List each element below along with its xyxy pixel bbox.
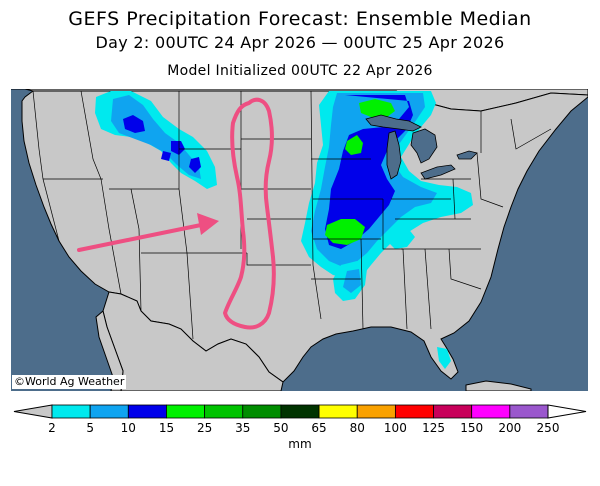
colorbar-bin (127, 404, 167, 419)
lake-huron (410, 128, 438, 164)
colorbar-bin (509, 404, 549, 419)
colorbar-tick-label: 50 (273, 421, 288, 435)
colorbar-above-triangle (547, 404, 587, 419)
colorbar-tick-label: 10 (121, 421, 136, 435)
baja-peninsula (95, 310, 124, 391)
colorbar-bin (204, 404, 244, 419)
colorbar-tick-label: 125 (422, 421, 445, 435)
colorbar-tick-label: 80 (350, 421, 365, 435)
colorbar-bin (318, 404, 358, 419)
state-borders (32, 90, 552, 340)
credit-label: ©World Ag Weather (12, 375, 127, 389)
colorbar-bin (89, 404, 129, 419)
arrow-annotation (77, 223, 203, 252)
cuba-land (465, 380, 532, 391)
colorbar-bin (433, 404, 473, 419)
colorbar-tick-label: 5 (86, 421, 94, 435)
model-init: Model Initialized 00UTC 22 Apr 2026 (167, 63, 433, 79)
precip-field (95, 91, 473, 369)
colorbar-bin (51, 404, 91, 419)
dry-corridor-outline (223, 97, 276, 330)
lake-ontario (456, 150, 478, 160)
colorbar-below-triangle (13, 404, 53, 419)
colorbar-tick-label: 250 (537, 421, 560, 435)
colorbar-tick-label: 200 (498, 421, 521, 435)
lake-michigan (386, 130, 402, 180)
colorbar-bin (394, 404, 434, 419)
colorbar-unit: mm (288, 437, 312, 451)
colorbar-tick-label: 25 (197, 421, 212, 435)
colorbar-tick-label: 100 (384, 421, 407, 435)
arrow-head (197, 213, 219, 235)
valid-period: Day 2: 00UTC 24 Apr 2026 — 00UTC 25 Apr … (95, 33, 505, 52)
colorbar-tick-label: 65 (311, 421, 326, 435)
map-title: GEFS Precipitation Forecast: Ensemble Me… (68, 8, 532, 30)
colorbar-tick-label: 15 (159, 421, 174, 435)
colorbar-tick-label: 150 (460, 421, 483, 435)
colorbar-bin (471, 404, 511, 419)
colorbar-tick-label: 2 (48, 421, 56, 435)
colorbar-bin (280, 404, 320, 419)
colorbar-tick-label: 35 (235, 421, 250, 435)
colorbar: 2 5 10 15 25 35 50 65 80 100 125 150 200 250 (13, 404, 587, 435)
colorbar-bin (242, 404, 282, 419)
colorbar-bin (166, 404, 206, 419)
great-lakes (365, 114, 422, 132)
precipitation-map (11, 89, 588, 391)
colorbar-bin (356, 404, 396, 419)
